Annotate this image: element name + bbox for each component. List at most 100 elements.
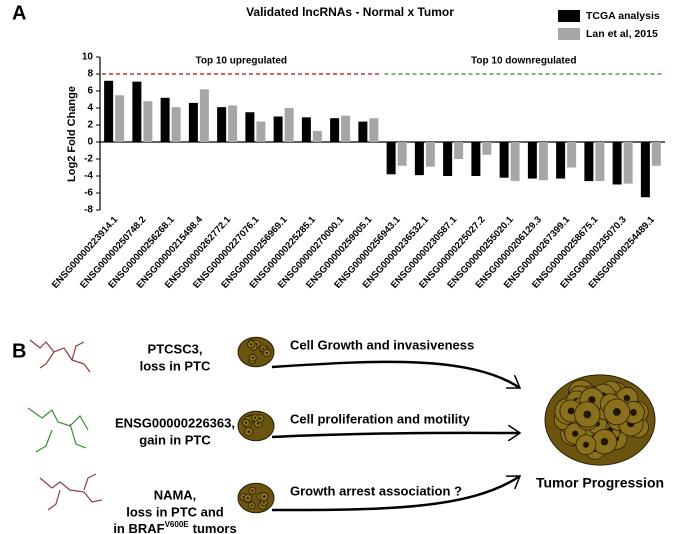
- row-text: PTCSC3,: [148, 341, 203, 356]
- bar: [132, 81, 142, 142]
- row-text: NAMA,: [154, 487, 197, 502]
- nucleus: [247, 430, 251, 433]
- outcome-label: Tumor Progression: [536, 475, 664, 491]
- nucleus: [254, 416, 257, 419]
- y-tick-label: -8: [84, 205, 93, 216]
- nucleus: [630, 409, 637, 416]
- y-tick-label: 8: [87, 69, 93, 80]
- bar: [510, 142, 520, 182]
- effect-label: Cell Growth and invasiveness: [290, 337, 474, 352]
- bar: [160, 97, 170, 142]
- legend-swatch: [558, 28, 580, 40]
- row-text-part: in BRAF: [113, 521, 164, 534]
- y-tick-label: -6: [84, 188, 93, 199]
- row-text: loss in PTC and: [126, 504, 224, 519]
- bar: [199, 89, 209, 142]
- bar: [369, 118, 379, 142]
- bar: [188, 102, 198, 142]
- bar: [312, 130, 322, 142]
- y-tick-label: 2: [87, 120, 93, 131]
- nucleus: [612, 408, 621, 416]
- nucleus: [246, 496, 249, 500]
- bar: [217, 107, 227, 142]
- row-text-part: tumors: [193, 521, 237, 534]
- bar: [595, 142, 605, 182]
- bar: [499, 142, 509, 178]
- y-tick-label: 6: [87, 86, 93, 97]
- nucleus: [259, 417, 262, 420]
- y-tick-label: -2: [84, 154, 93, 165]
- rna-structure: [39, 473, 103, 511]
- bar: [651, 142, 661, 166]
- nucleus: [265, 351, 268, 355]
- row-text: ENSG00000226363,: [115, 415, 235, 430]
- bar: [397, 142, 407, 166]
- y-tick-label: 0: [87, 137, 93, 148]
- bar: [273, 116, 283, 142]
- panel-label: A: [12, 2, 26, 24]
- bar: [640, 142, 650, 198]
- nucleus: [262, 347, 265, 350]
- reference-label: Top 10 downregulated: [471, 56, 576, 67]
- cluster-body: [237, 336, 275, 368]
- nucleus: [250, 343, 253, 346]
- tumor-cluster: [544, 374, 656, 466]
- row-text: loss in PTC: [140, 358, 211, 373]
- bar: [527, 142, 537, 179]
- bar: [567, 142, 577, 168]
- y-tick-label: 4: [87, 103, 93, 114]
- nucleus: [600, 438, 609, 446]
- bar: [471, 142, 481, 176]
- legend-label: TCGA analysis: [586, 10, 660, 22]
- arrows: [271, 360, 520, 512]
- nucleus: [567, 407, 575, 415]
- bar: [143, 101, 153, 142]
- bar: [245, 112, 255, 142]
- cell-cluster: [237, 410, 275, 442]
- bar: [104, 80, 114, 142]
- bar: [284, 108, 294, 142]
- bar: [341, 115, 351, 142]
- nucleus: [572, 430, 579, 437]
- row-superscript: V600E: [165, 520, 190, 529]
- cell-cluster: [237, 482, 275, 514]
- bar: [425, 142, 435, 167]
- bar: [612, 142, 622, 185]
- row-text: in BRAFV600E tumors: [113, 520, 236, 534]
- legend-swatch: [558, 10, 580, 22]
- nucleus: [251, 356, 254, 359]
- reference-label: Top 10 upregulated: [196, 56, 288, 67]
- nucleus: [256, 422, 260, 425]
- effect-label: Growth arrest association ?: [290, 483, 462, 498]
- bar: [256, 121, 266, 142]
- bar: [443, 142, 453, 176]
- bar: [623, 142, 633, 184]
- arrow: [271, 474, 520, 512]
- nucleus: [251, 489, 254, 492]
- bar: [454, 142, 464, 159]
- bar: [115, 95, 125, 142]
- bar: [228, 105, 238, 142]
- nucleus: [582, 441, 589, 448]
- y-axis-label: Log2 Fold Change: [66, 86, 78, 182]
- rna-structure: [29, 339, 91, 373]
- bar: [330, 118, 340, 142]
- bar: [538, 142, 548, 181]
- nucleus: [623, 394, 631, 402]
- nucleus: [262, 501, 265, 504]
- panel-label: B: [12, 340, 26, 362]
- bar: [482, 142, 492, 155]
- bar: [171, 107, 181, 142]
- bar: [386, 142, 396, 175]
- chart-title: Validated lncRNAs - Normal x Tumor: [246, 5, 454, 19]
- arrow: [271, 360, 520, 390]
- nucleus: [250, 504, 253, 507]
- y-tick-label: -4: [84, 171, 93, 182]
- arrow: [271, 433, 520, 437]
- bar: [584, 142, 594, 182]
- bar: [358, 121, 368, 142]
- bar: [301, 117, 311, 142]
- effect-label: Cell proliferation and motility: [290, 411, 471, 426]
- nucleus: [583, 410, 592, 419]
